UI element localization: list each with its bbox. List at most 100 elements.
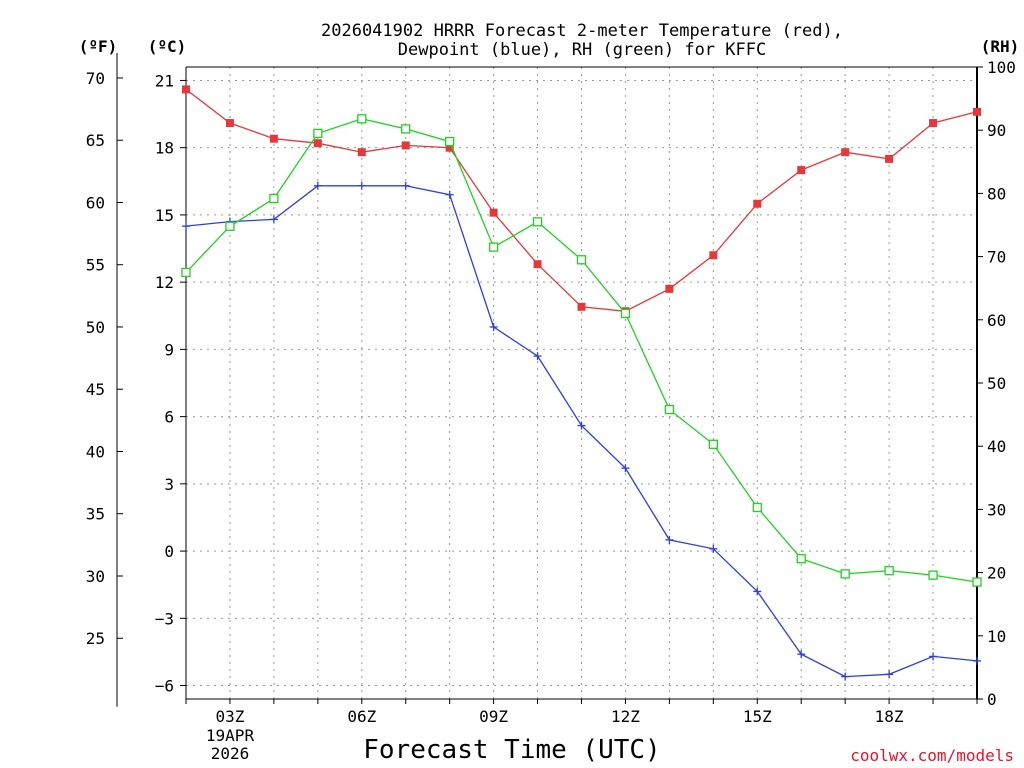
dewpoint-point xyxy=(621,464,630,473)
dewpoint-point xyxy=(182,222,190,231)
temperature-point xyxy=(885,154,894,163)
rh-tick-label: 100 xyxy=(987,58,1016,77)
axes xyxy=(116,53,983,707)
dewpoint-point xyxy=(533,352,542,361)
fahrenheit-tick-label: 55 xyxy=(86,256,105,275)
dewpoint-point xyxy=(313,181,322,190)
x-tick-label: 18Z xyxy=(875,707,904,726)
celsius-tick-label: 0 xyxy=(164,542,174,561)
date-label-day: 19APR xyxy=(206,726,255,745)
rh-point xyxy=(181,267,191,278)
rh-tick-label: 20 xyxy=(987,564,1006,583)
rh-point xyxy=(313,128,323,139)
temperature-point xyxy=(577,302,586,311)
dewpoint-point xyxy=(489,322,498,331)
celsius-unit-label: (ºC) xyxy=(148,37,187,56)
rh-point xyxy=(532,217,543,227)
dewpoint-point xyxy=(797,650,806,659)
dewpoint-point xyxy=(665,535,674,544)
temperature-point xyxy=(533,260,542,269)
temperature-point xyxy=(973,107,981,116)
dewpoint-point xyxy=(753,587,762,596)
rh-tick-label: 0 xyxy=(987,690,997,709)
x-tick-label: 06Z xyxy=(347,707,376,726)
dewpoint-point xyxy=(841,672,850,681)
rh-point xyxy=(269,193,279,204)
rh-point xyxy=(840,569,850,579)
fahrenheit-tick-label: 40 xyxy=(86,442,105,461)
temperature-point xyxy=(269,134,278,143)
date-label-year: 2026 xyxy=(211,744,250,763)
fahrenheit-tick-label: 60 xyxy=(86,193,105,212)
rh-point xyxy=(488,242,499,252)
celsius-tick-label: 12 xyxy=(155,273,174,292)
dewpoint-point xyxy=(709,544,718,553)
rh-tick-label: 80 xyxy=(987,184,1006,203)
rh-point xyxy=(884,566,894,576)
celsius-tick-label: 9 xyxy=(164,340,174,359)
rh-point xyxy=(928,570,938,580)
rh-point xyxy=(620,308,631,319)
dewpoint-point xyxy=(401,181,410,190)
dewpoint-point xyxy=(885,670,894,679)
rh-point xyxy=(445,136,455,147)
rh-point xyxy=(576,255,587,265)
rh-point xyxy=(664,404,675,415)
dewpoint-point xyxy=(357,181,366,190)
rh-unit-label: (RH) xyxy=(981,37,1020,56)
rh-point xyxy=(401,124,411,134)
celsius-tick-label: 18 xyxy=(155,139,174,158)
chart-title-line-1: 2026041902 HRRR Forecast 2-meter Tempera… xyxy=(321,21,843,41)
celsius-tick-label: −3 xyxy=(155,609,174,628)
rh-line xyxy=(185,118,978,583)
temperature-point xyxy=(225,119,234,128)
dewpoint-point xyxy=(577,421,586,430)
rh-tick-label: 70 xyxy=(987,248,1006,267)
dewpoint-point xyxy=(445,190,454,199)
fahrenheit-unit-label: (ºF) xyxy=(79,37,118,56)
temperature-point xyxy=(929,119,938,128)
fahrenheit-tick-label: 70 xyxy=(86,69,105,88)
rh-point xyxy=(357,114,367,124)
rh-point xyxy=(752,502,762,513)
fahrenheit-tick-label: 35 xyxy=(86,505,105,524)
temperature-point xyxy=(797,166,806,175)
celsius-tick-label: −6 xyxy=(155,677,174,696)
rh-tick-label: 60 xyxy=(987,311,1006,330)
rh-tick-label: 40 xyxy=(987,437,1006,456)
rh-point xyxy=(796,554,806,564)
rh-point xyxy=(708,439,718,449)
dewpoint-point xyxy=(973,656,981,665)
fahrenheit-tick-label: 30 xyxy=(86,567,105,586)
x-tick-label: 12Z xyxy=(611,707,640,726)
tick-labels: 70656055504540353025211815129630−3−61009… xyxy=(86,58,1016,726)
temperature-point xyxy=(841,148,850,157)
x-tick-label: 15Z xyxy=(743,707,772,726)
celsius-tick-label: 21 xyxy=(155,71,174,90)
credit-text: coolwx.com/models xyxy=(850,746,1014,765)
dewpoint-point xyxy=(929,652,938,661)
temperature-point xyxy=(182,85,190,94)
dewpoint-point xyxy=(269,215,278,224)
temperature-point xyxy=(445,143,454,152)
x-axis-label: Forecast Time (UTC) xyxy=(363,735,660,765)
temperature-point xyxy=(709,251,718,260)
rh-point xyxy=(225,221,235,231)
celsius-tick-label: 6 xyxy=(164,408,174,427)
temperature-point xyxy=(753,199,762,208)
temperature-point xyxy=(489,208,498,217)
fahrenheit-tick-label: 50 xyxy=(86,318,105,337)
rh-tick-label: 10 xyxy=(987,627,1006,646)
temperature-point xyxy=(401,141,410,150)
temperature-point xyxy=(357,148,366,157)
fahrenheit-tick-label: 45 xyxy=(86,380,105,399)
rh-tick-label: 30 xyxy=(987,500,1006,519)
x-tick-label: 09Z xyxy=(479,707,508,726)
chart-title-line-2: Dewpoint (blue), RH (green) for KFFC xyxy=(398,40,766,60)
fahrenheit-tick-label: 65 xyxy=(86,131,105,150)
celsius-tick-label: 15 xyxy=(155,206,174,225)
grid-lines xyxy=(186,67,977,699)
x-tick-label: 03Z xyxy=(215,707,244,726)
temperature-point xyxy=(665,284,674,293)
